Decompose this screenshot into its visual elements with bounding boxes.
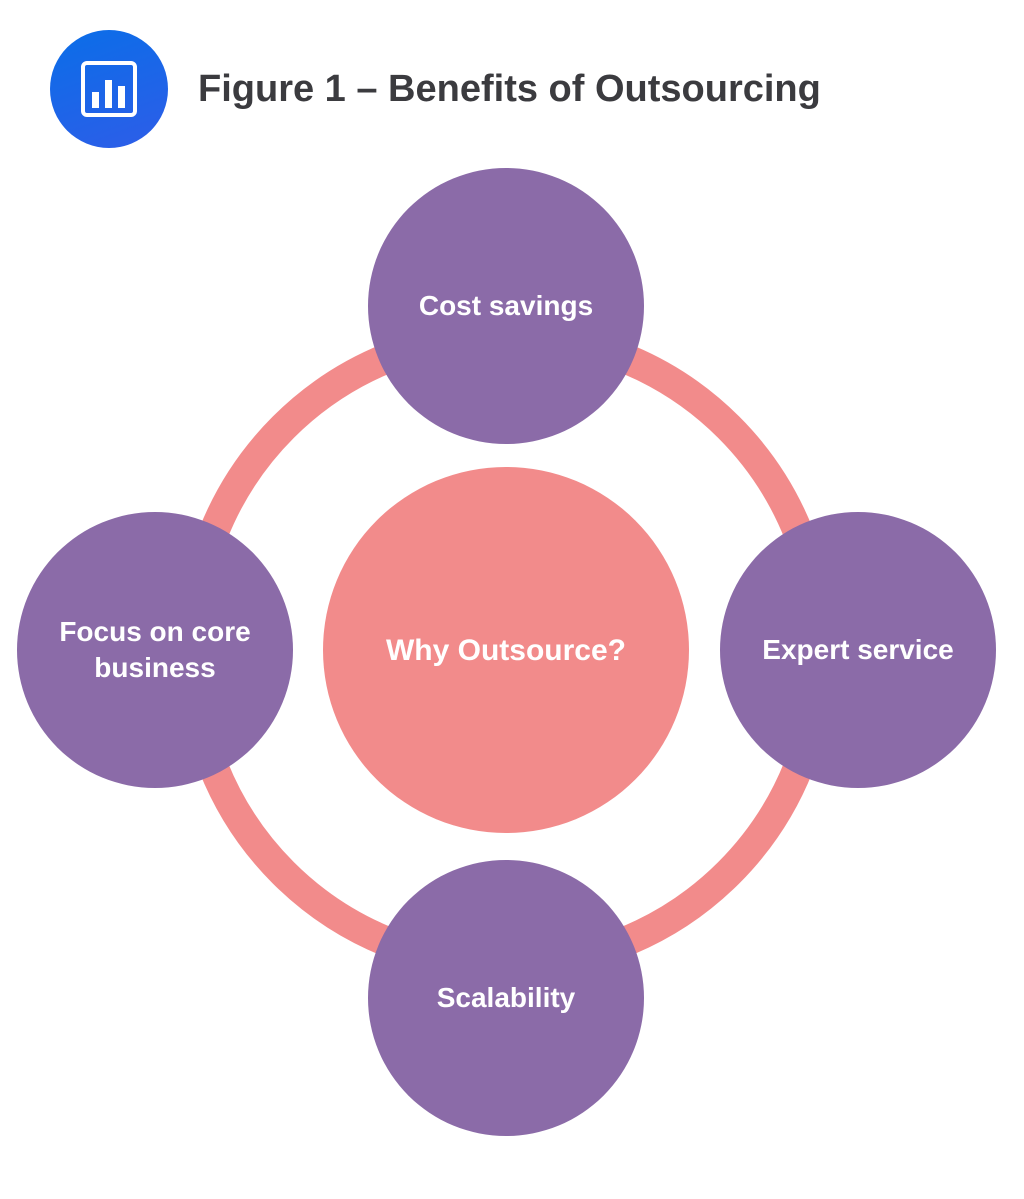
radial-diagram: Why Outsource? Cost savings Expert servic… [0,0,1024,1199]
center-node: Why Outsource? [323,467,689,833]
outer-node: Cost savings [368,168,644,444]
outer-node-label: Focus on core business [17,614,293,687]
outer-node-label: Scalability [417,980,596,1016]
outer-node-label: Cost savings [399,288,613,324]
outer-node: Expert service [720,512,996,788]
center-node-label: Why Outsource? [366,631,646,670]
outer-node: Scalability [368,860,644,1136]
outer-node: Focus on core business [17,512,293,788]
outer-node-label: Expert service [742,632,973,668]
